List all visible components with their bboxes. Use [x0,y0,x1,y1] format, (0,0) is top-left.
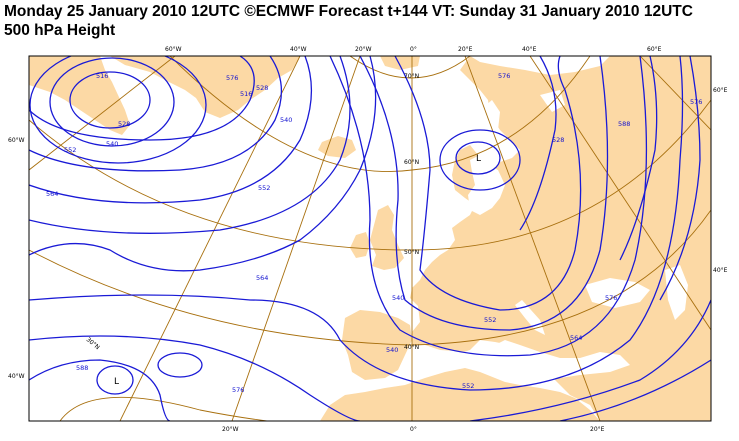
contour-line [329,56,648,357]
contour-label: 552 [64,146,76,154]
pressure-centers: L L [114,154,481,387]
top-label-0: 0° [410,46,417,53]
contour-line [29,56,351,234]
lat-label-50n: 50°N [404,249,419,256]
top-label-60e: 60°E [647,46,662,53]
meridian-40e [529,56,711,331]
contour-line [29,56,255,141]
lat-label-70n: 70°N [404,73,419,80]
contour-line [394,56,582,311]
contour-line [29,335,361,421]
mediterranean-sea [405,340,630,380]
contour-label: 576 [498,72,510,80]
contour-label: 564 [46,190,58,198]
contour-label: 564 [256,274,268,282]
low-center-marker: L [476,154,481,164]
contour-label: 528 [256,84,268,92]
contour-label: 576 [605,294,617,302]
africa-landmass [320,368,600,421]
bottom-label-0: 0° [410,426,417,433]
parallel-30n [59,396,271,421]
contour-ring [439,129,521,191]
meridian-20e [464,56,601,421]
map-title: Monday 25 January 2010 12UTC ©ECMWF Fore… [4,3,693,20]
contour-ring [455,141,501,175]
contour-label: 528 [552,136,564,144]
contour-ring [69,71,151,129]
canada-landmass [29,56,130,135]
meridian-40w [119,56,301,421]
contour-line [559,359,711,421]
contour-labels: 516 528 540 552 564 576 516 528 540 552 … [46,72,702,394]
ireland [350,232,370,258]
contour-label: 540 [386,346,398,354]
contour-label: 552 [484,316,496,324]
meridian-60w [29,56,176,171]
contour-line [359,56,609,331]
contour-line [519,56,557,231]
land-masses [29,56,711,421]
contour-label: 540 [392,294,404,302]
contour-line [29,359,171,421]
top-label-60w: 60°W [165,46,182,53]
contour-label: 588 [618,120,630,128]
contour-label: 528 [118,120,130,128]
contour-label: 564 [570,334,582,342]
contour-line [659,56,701,301]
baltic-sea [468,155,505,215]
contour-label: 576 [232,386,244,394]
contour-line [619,56,658,261]
graticule [29,56,711,421]
contour-label: 588 [76,364,88,372]
low-center-marker: L [114,377,119,387]
contour-line [29,56,313,204]
left-label-60w: 60°W [8,137,25,144]
contour-ring [29,56,207,164]
bottom-label-20w: 20°W [222,426,239,433]
right-label-40e: 40°E [713,267,728,274]
top-label-40w: 40°W [290,46,307,53]
contour-label: 552 [258,184,270,192]
contour-label: 540 [106,140,118,148]
parallel-70n [349,56,471,79]
bottom-label-20e: 20°E [590,426,605,433]
left-label-40w: 40°W [8,373,25,380]
iberia-landmass [342,310,412,380]
adriatic-sea [515,300,545,335]
anatolia [580,322,660,348]
contour-ring [49,57,175,147]
contour-line [29,56,377,272]
map-subtitle: 500 hPa Height [4,22,116,39]
top-label-20w: 20°W [355,46,372,53]
map-frame [28,55,712,422]
contour-label: 516 [240,90,252,98]
contour-line [469,299,711,421]
lat-label-60n: 60°N [404,159,419,166]
meridian-20w [231,56,361,421]
contour-line [29,56,684,391]
contour-label: 552 [462,382,474,390]
contour-line [29,56,283,172]
top-label-20e: 20°E [458,46,473,53]
contour-label: 576 [226,74,238,82]
contour-ring [157,352,203,378]
height-contours [29,56,711,421]
contour-label: 516 [96,72,108,80]
lat-label-40n: 40°N [404,344,419,351]
top-label-40e: 40°E [522,46,537,53]
contour-label: 540 [280,116,292,124]
right-label-60e: 60°E [713,87,728,94]
svalbard [380,56,420,70]
contour-label: 576 [690,98,702,106]
contour-ring [96,365,134,395]
great-britain [370,205,404,270]
arctic-ocean-cut [470,56,610,75]
